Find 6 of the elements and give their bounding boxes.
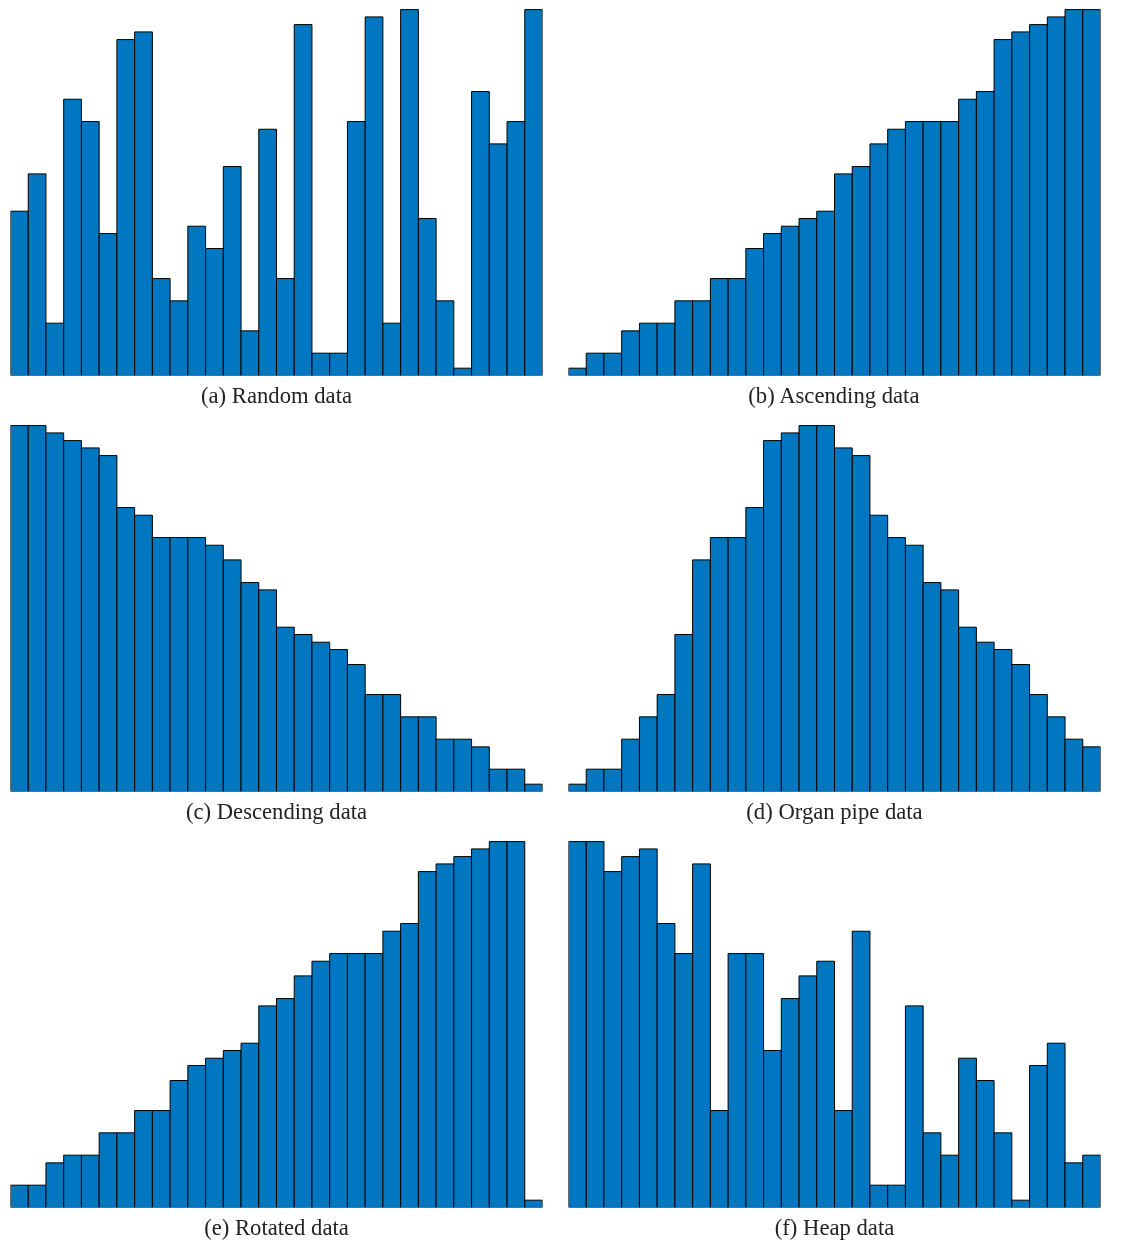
text: (d) Organ pipe data	[746, 798, 923, 824]
text: (a) Random data	[201, 382, 352, 408]
text: (b) Ascending data	[748, 382, 920, 408]
text: (f) Heap data	[774, 1214, 895, 1240]
text: (c) Descending data	[185, 798, 368, 824]
text: (e) Rotated data	[204, 1214, 349, 1240]
